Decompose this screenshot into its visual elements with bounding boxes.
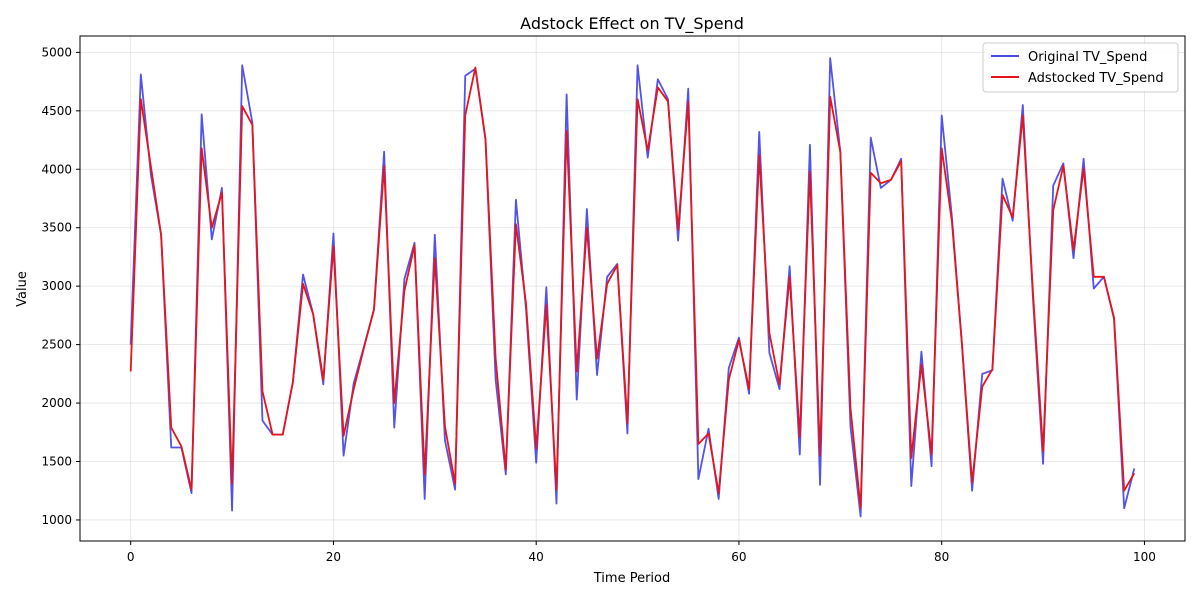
x-tick-label: 40 <box>529 550 544 564</box>
x-tick-label: 80 <box>934 550 949 564</box>
y-tick-label: 3000 <box>41 279 72 293</box>
x-tick-label: 20 <box>326 550 341 564</box>
chart-title: Adstock Effect on TV_Spend <box>520 14 744 34</box>
y-tick-label: 5000 <box>41 45 72 59</box>
series-line-adstocked <box>129 66 1136 510</box>
legend-box <box>982 42 1179 93</box>
legend: Original TV_Spend Adstocked TV_Spend <box>982 42 1179 93</box>
y-axis-label: Value <box>15 271 30 307</box>
x-tick-label: 0 <box>127 550 135 564</box>
legend-label-adstocked: Adstocked TV_Spend <box>1028 71 1164 86</box>
y-tick-label: 4000 <box>41 162 72 176</box>
x-tick-label: 60 <box>731 550 746 564</box>
y-tick-label: 1500 <box>41 455 72 469</box>
y-tick-label: 3500 <box>41 221 72 235</box>
series-layer <box>129 57 1136 518</box>
x-tick-label: 100 <box>1133 550 1156 564</box>
x-axis-label: Time Period <box>593 571 670 586</box>
y-tick-label: 2000 <box>41 396 72 410</box>
y-tick-label: 4500 <box>41 104 72 118</box>
y-tick-label: 2500 <box>41 338 72 352</box>
y-tick-label: 1000 <box>41 513 72 527</box>
plot-frame <box>79 35 1186 542</box>
tick-layer: 0 20 40 60 80 100 1000 1500 2000 2500 3000 3500 4000… <box>41 45 1155 564</box>
legend-label-original: Original TV_Spend <box>1028 50 1147 65</box>
